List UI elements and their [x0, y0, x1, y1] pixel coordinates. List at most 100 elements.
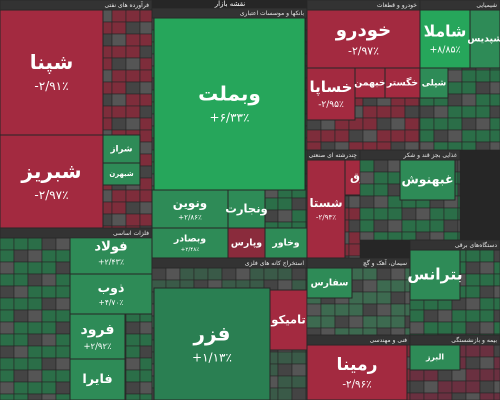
- minor-tile: [55, 309, 71, 323]
- minor-tile: [139, 45, 153, 59]
- minor-tile: [362, 141, 378, 151]
- minor-tile: [27, 357, 43, 371]
- minor-tile: [390, 291, 406, 305]
- minor-tile: [437, 368, 453, 382]
- minor-tile: [139, 33, 153, 47]
- sector-header: [0, 227, 153, 239]
- sector-label: بیمه و بازنشستگی: [451, 336, 497, 344]
- minor-tile: [125, 201, 141, 215]
- minor-tile: [390, 141, 406, 151]
- minor-tile: [447, 81, 463, 95]
- minor-tile: [390, 315, 406, 329]
- minor-tile: [475, 141, 491, 151]
- minor-tile: [457, 207, 461, 221]
- minor-tile: [479, 356, 495, 370]
- minor-tile: [493, 380, 500, 394]
- minor-tile: [0, 273, 15, 287]
- minor-tile: [433, 117, 449, 131]
- minor-tile: [139, 213, 153, 227]
- stock-tile: [409, 249, 461, 301]
- minor-tile: [179, 267, 195, 281]
- minor-tile: [125, 57, 141, 71]
- minor-tile: [359, 195, 375, 209]
- stock-tile: [419, 9, 471, 69]
- stock-change: +۲/۴۳٪: [98, 258, 124, 267]
- minor-tile: [13, 309, 29, 323]
- minor-tile: [55, 297, 71, 311]
- minor-tile: [27, 285, 43, 299]
- minor-tile: [362, 303, 378, 317]
- minor-tile: [479, 249, 495, 263]
- sector-label: خودرو و قطعات: [377, 2, 417, 9]
- minor-tile: [373, 195, 389, 209]
- minor-tile: [55, 345, 71, 359]
- minor-tile: [111, 105, 127, 119]
- minor-tile: [451, 368, 467, 382]
- minor-tile: [111, 213, 127, 227]
- minor-tile: [404, 327, 411, 336]
- minor-tile: [139, 177, 153, 191]
- minor-tile: [27, 333, 43, 347]
- minor-tile: [475, 129, 491, 143]
- minor-tile: [139, 21, 153, 35]
- stock-change: -۲/۹۷٪: [34, 188, 68, 202]
- minor-tile: [139, 333, 153, 347]
- minor-tile: [0, 261, 15, 275]
- stock-tile: [151, 189, 229, 229]
- minor-tile: [139, 345, 153, 359]
- minor-tile: [479, 297, 495, 311]
- stock-tile: [153, 17, 306, 191]
- stock-name: ونوین: [173, 196, 207, 211]
- minor-tile: [320, 129, 336, 143]
- minor-tile: [139, 81, 153, 95]
- stock-name: سفارس: [311, 278, 349, 289]
- minor-tile: [0, 393, 15, 400]
- minor-tile: [27, 261, 43, 275]
- stock-change: +۲/۹۲٪: [84, 341, 112, 351]
- minor-tile: [447, 93, 463, 107]
- minor-tile: [461, 81, 477, 95]
- minor-tile: [489, 129, 500, 143]
- stock-name: شبریز: [20, 159, 81, 183]
- minor-tile: [139, 105, 153, 119]
- minor-tile: [475, 81, 491, 95]
- minor-tile: [277, 387, 293, 400]
- minor-tile: [348, 219, 361, 233]
- minor-tile: [291, 375, 307, 389]
- minor-tile: [376, 117, 392, 131]
- minor-tile: [437, 380, 453, 394]
- minor-tile: [55, 357, 71, 371]
- sector-label: فنی و مهندسی: [370, 337, 407, 344]
- minor-tile: [429, 219, 445, 233]
- minor-tile: [465, 249, 481, 263]
- minor-tile: [489, 81, 500, 95]
- minor-tile: [404, 117, 420, 131]
- minor-tile: [125, 9, 141, 23]
- minor-tile: [376, 303, 392, 317]
- stock-change: +۱/۱۳٪: [192, 351, 232, 365]
- minor-tile: [359, 231, 375, 241]
- stock-name: غبهنوش: [401, 172, 453, 187]
- minor-tile: [348, 207, 361, 221]
- sector-label: فلزات اساسی: [113, 230, 149, 237]
- stock-change: +۴/۷۰٪: [99, 298, 124, 307]
- minor-tile: [387, 207, 403, 221]
- minor-tile: [13, 273, 29, 287]
- minor-tile: [387, 231, 403, 241]
- minor-tile: [401, 207, 417, 221]
- minor-tile: [111, 45, 127, 59]
- minor-tile: [465, 273, 481, 287]
- minor-tile: [27, 297, 43, 311]
- minor-tile: [447, 129, 463, 143]
- minor-tile: [423, 309, 439, 323]
- minor-tile: [55, 285, 71, 299]
- minor-tile: [362, 291, 378, 305]
- minor-tile: [409, 321, 425, 335]
- minor-tile: [111, 225, 127, 229]
- minor-tile: [27, 237, 43, 251]
- minor-tile: [419, 117, 435, 131]
- minor-tile: [27, 393, 43, 400]
- minor-tile: [376, 267, 392, 281]
- stock-name: شپلی: [422, 79, 447, 89]
